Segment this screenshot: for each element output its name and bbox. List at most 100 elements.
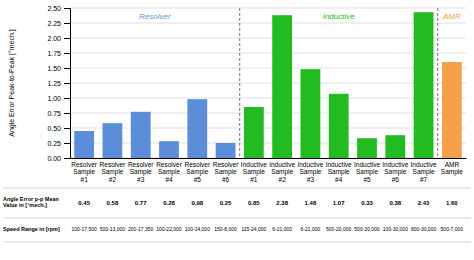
x-tick: InductiveSample#1: [241, 158, 267, 183]
table-cell: 6-21,000: [272, 226, 292, 232]
y-tick-mark: [64, 83, 70, 84]
table-cell: 200-17,350: [128, 226, 154, 232]
y-tick-label: 1.00: [47, 95, 61, 102]
x-tick: InductiveSample#3: [297, 158, 323, 183]
grid-line: [70, 23, 466, 24]
grid-line: [70, 158, 466, 159]
table-cell: 0.85: [248, 200, 260, 206]
x-tick: ResolverSample#5: [184, 158, 210, 183]
table-cell: 1.07: [333, 200, 345, 206]
x-tick-label: ResolverSample#1: [71, 161, 97, 183]
table-cell: 0.45: [78, 200, 90, 206]
table-cell: 6-21,000: [301, 226, 321, 232]
table-cell: 0.98: [191, 200, 203, 206]
grid-line: [70, 53, 466, 54]
table-cell: 500-20,000: [326, 226, 352, 232]
x-tick-label: ResolverSample#2: [100, 161, 126, 183]
table-cell: 115-24,000: [241, 226, 266, 232]
y-tick: 0.25: [47, 140, 70, 147]
grid-line: [70, 98, 466, 99]
y-tick-mark: [64, 8, 70, 9]
x-tick-label: ResolverSample#3: [128, 161, 154, 183]
table-cell: 500-13,000: [100, 226, 126, 232]
x-tick-label: InductiveSample#1: [241, 161, 267, 183]
table-cell: 100-30,000: [383, 226, 409, 232]
table-cell: 0.33: [361, 200, 373, 206]
y-axis: 0.000.250.500.751.001.251.501.752.002.25…: [47, 5, 70, 162]
y-tick-label: 1.50: [47, 65, 61, 72]
bar: [442, 62, 462, 158]
group-label: AMR: [442, 12, 461, 21]
x-tick-label: ResolverSample#5: [184, 161, 210, 183]
table-cell: 0.28: [163, 200, 175, 206]
bar: [216, 143, 236, 158]
group-label: Inductive: [323, 12, 356, 21]
x-tick: InductiveSample#5: [354, 158, 380, 183]
grid-line: [70, 128, 466, 129]
y-tick-label: 2.00: [47, 35, 61, 42]
y-tick-label: 1.75: [47, 50, 61, 57]
table-row-label: Angle Error p-p MeanValue in [°mech.]: [3, 196, 60, 209]
y-tick: 0.00: [47, 155, 70, 162]
table-cell: 0.25: [220, 200, 232, 206]
table-cell: 100-22,000: [156, 226, 182, 232]
x-tick-label: InductiveSample#6: [382, 161, 408, 183]
x-tick: InductiveSample#7: [411, 158, 437, 183]
x-tick: InductiveSample#4: [326, 158, 352, 183]
x-tick: ResolverSample#1: [71, 158, 97, 183]
y-tick-label: 0.25: [47, 140, 61, 147]
y-axis-title: Angle Error Peak-to-Peak [°mech.]: [8, 29, 16, 137]
bar: [301, 69, 321, 158]
bar: [385, 135, 405, 158]
bar: [244, 107, 264, 158]
x-tick: InductiveSample#2: [269, 158, 295, 183]
table-cell: 0.77: [135, 200, 147, 206]
y-tick: 2.25: [47, 20, 70, 27]
y-axis-line: [64, 9, 71, 159]
table-divider: [3, 188, 471, 189]
x-tick: ResolverSample#4: [156, 158, 182, 183]
y-tick: 2.00: [47, 35, 70, 42]
x-tick-label: InductiveSample#7: [411, 161, 437, 183]
table-cell: 2.43: [418, 200, 430, 206]
group-label: Resolver: [139, 12, 171, 21]
y-tick: 2.50: [47, 5, 70, 12]
bar: [159, 141, 179, 158]
table-cell: 800-30,000: [411, 226, 437, 232]
y-tick-label: 2.25: [47, 20, 61, 27]
table-cell: 500-30,000: [354, 226, 380, 232]
grid-line: [70, 38, 466, 39]
bars: [74, 12, 462, 158]
grid: [70, 8, 466, 158]
y-tick-mark: [64, 113, 70, 114]
table-cell: 100-17,500: [71, 226, 97, 232]
table-cell: 2.38: [276, 200, 288, 206]
y-tick: 1.75: [47, 50, 70, 57]
table-cell: 1.48: [305, 200, 317, 206]
group-separator: [239, 8, 240, 158]
x-tick: AMRSample: [441, 158, 463, 176]
grid-line: [70, 83, 466, 84]
table: Angle Error p-p MeanValue in [°mech.] 0.4…: [3, 188, 471, 242]
x-tick: ResolverSample#6: [213, 158, 239, 183]
y-tick-mark: [64, 38, 70, 39]
table-cell: 0.58: [107, 200, 119, 206]
x-tick: ResolverSample#2: [100, 158, 126, 183]
bar: [357, 138, 377, 158]
y-tick-mark: [64, 53, 70, 54]
x-tick-label: InductiveSample#4: [326, 161, 352, 183]
x-tick-label: AMRSample: [441, 161, 463, 176]
x-tick-label: ResolverSample#6: [213, 161, 239, 183]
y-tick: 0.75: [47, 110, 70, 117]
x-tick-label: ResolverSample#4: [156, 161, 182, 183]
y-tick-mark: [64, 158, 70, 159]
y-tick-label: 0.75: [47, 110, 61, 117]
y-tick-mark: [64, 128, 70, 129]
table-divider: [3, 242, 471, 243]
bar: [187, 99, 207, 158]
y-tick-mark: [64, 23, 70, 24]
x-tick: InductiveSample#6: [382, 158, 408, 183]
y-tick-mark: [64, 98, 70, 99]
grid-line: [70, 8, 466, 9]
table-divider: [3, 218, 471, 219]
